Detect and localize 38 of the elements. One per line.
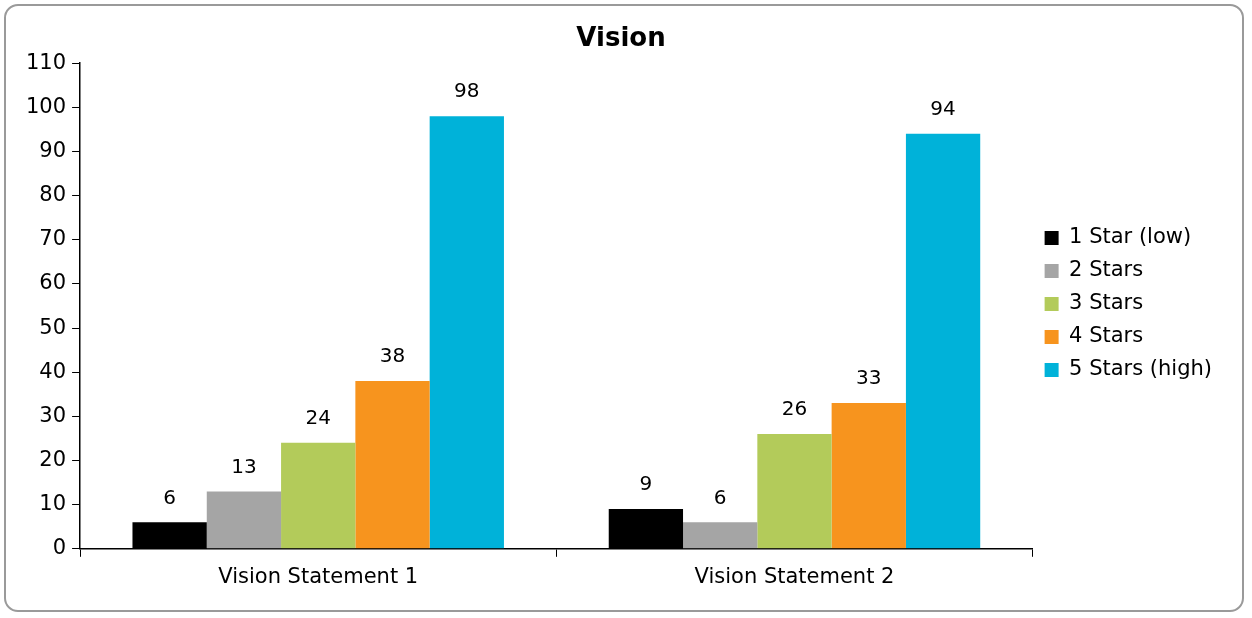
y-tick-label: 0 [52,535,67,560]
x-tick-label: Vision Statement 1 [218,563,419,588]
data-label: 24 [305,405,331,430]
y-tick-label: 100 [25,93,67,118]
y-tick-label: 20 [39,446,67,471]
y-tick-label: 110 [25,49,67,74]
bar [355,381,430,549]
data-label: 13 [231,453,257,478]
chart-title: Vision [576,22,666,53]
y-tick-label: 10 [39,491,67,516]
y-tick-label: 30 [39,402,67,427]
bar [206,491,282,549]
y-tick-label: 60 [39,270,67,295]
legend-label: 1 Star (low) [1069,224,1192,249]
x-tick-label: Vision Statement 2 [694,563,895,588]
bar [831,403,906,549]
data-label: 38 [379,343,406,368]
y-tick-label: 90 [39,137,67,162]
y-tick-label: 70 [39,226,67,251]
legend-label: 4 Stars [1069,323,1144,348]
data-label: 98 [454,78,480,103]
legend-label: 3 Stars [1069,290,1144,315]
bar [757,434,832,549]
bar [905,133,981,549]
y-tick-label: 50 [39,314,67,339]
data-label: 26 [781,396,808,421]
data-label: 6 [163,484,176,509]
legend-label: 2 Stars [1069,257,1144,282]
bar [683,522,758,549]
y-tick-label: 40 [39,358,67,383]
y-tick-label: 80 [39,182,67,207]
data-label: 33 [856,365,882,390]
data-label: 6 [713,484,727,509]
bar [281,442,356,549]
legend-label: 5 Stars (high) [1069,356,1212,381]
data-label: 9 [639,471,653,496]
data-label: 94 [930,96,956,121]
bar [429,116,504,549]
